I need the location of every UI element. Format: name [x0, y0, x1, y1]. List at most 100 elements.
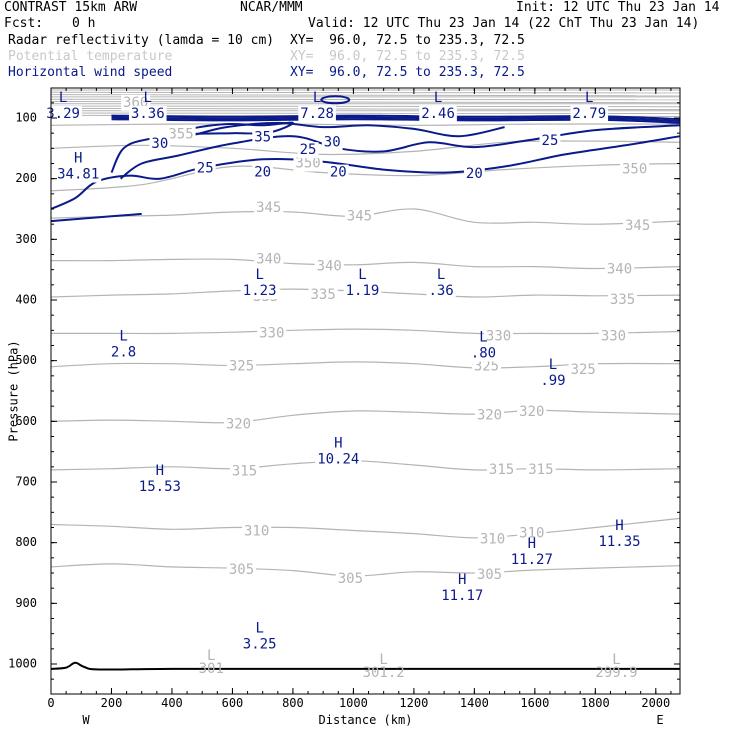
x-tick-label: 1800: [581, 696, 610, 710]
theta-label-bg: [344, 208, 375, 225]
theta-contour-320: [50, 409, 681, 424]
theta-label: 335: [610, 292, 635, 308]
theta-label: 350: [295, 156, 320, 172]
extremum-value: .36: [428, 283, 453, 299]
x-tick-label: 600: [222, 696, 244, 710]
terrain-line: [50, 661, 680, 671]
wind-label: 25: [542, 133, 559, 149]
wind-contour-20: [50, 135, 681, 210]
theta-label: 305: [229, 562, 254, 578]
extremum-value-bg: [298, 105, 336, 122]
extremum-value-bg: [128, 105, 167, 122]
x-tick-label: 0: [47, 696, 54, 710]
theta-label-bg: [257, 325, 287, 342]
extremum-value-bg: [468, 345, 499, 362]
theta-label: 335: [311, 287, 336, 303]
extremum-value: 3.36: [131, 106, 165, 122]
west-end-label: W: [82, 713, 90, 727]
field-name-reflectivity: Radar reflectivity (lamda = 10 cm): [8, 33, 275, 48]
extremum-marker: H: [615, 518, 623, 534]
center-label: NCAR/MMM: [240, 0, 303, 15]
theta-label-bg: [226, 561, 257, 578]
theta-contour-330: [51, 328, 681, 335]
theta-label: 345: [256, 200, 281, 216]
surface-extremum-value: 301.2: [363, 665, 405, 681]
extremum-value-bg: [538, 372, 568, 389]
axes: 1002003004005006007008009001000Pressure …: [7, 88, 680, 727]
x-tick-label: 1000: [339, 696, 368, 710]
extremum-value: 7.28: [300, 106, 334, 122]
fcst-label: Fcst:: [4, 16, 44, 31]
y-tick-label: 400: [15, 293, 37, 307]
fcst-value: 0 h: [72, 16, 96, 31]
extremum-marker: L: [358, 267, 366, 283]
wind-label-bg: [252, 164, 274, 181]
extremum-value: .80: [471, 346, 496, 362]
y-tick-label: 500: [15, 353, 37, 367]
theta-label: 310: [244, 524, 269, 540]
contour-labels: 3603553503503453453453403403403353353353…: [44, 90, 653, 681]
extremum-value: 2.79: [572, 106, 606, 122]
theta-label-bg: [483, 328, 514, 345]
y-tick-label: 800: [15, 535, 37, 549]
theta-contour-315: [50, 460, 681, 471]
theta-label-bg: [604, 261, 635, 278]
y-tick-label: 300: [15, 232, 37, 246]
extremum-value-bg: [439, 588, 486, 605]
wind-cell: [320, 95, 351, 105]
extremum-value-bg: [419, 105, 457, 122]
theta-label-bg: [223, 416, 254, 433]
theta-contour-350: [50, 162, 681, 192]
extremum-marker: L: [255, 267, 263, 283]
theta-label-bg: [623, 217, 653, 234]
theta-label: 315: [489, 462, 514, 478]
theta-label-bg: [598, 328, 629, 345]
extremum-value: 11.17: [441, 588, 483, 604]
theta-label: 330: [601, 328, 626, 344]
wind-label: 30: [324, 134, 341, 150]
extremum-value-bg: [508, 551, 555, 568]
extremum-value-bg: [315, 451, 362, 468]
plot-border: [50, 87, 681, 695]
theta-label: 330: [259, 325, 284, 341]
wind-label: 25: [197, 160, 214, 176]
wind-label: 20: [330, 165, 347, 181]
theta-strat-line: [50, 94, 681, 97]
extremum-value-bg: [240, 636, 279, 653]
extremum-marker: H: [74, 151, 82, 167]
theta-label-bg: [166, 126, 196, 143]
extremum-value: 1.19: [346, 283, 380, 299]
wind-contour-30: [110, 121, 505, 174]
theta-label-bg: [335, 571, 365, 588]
x-tick-label: 1600: [520, 696, 549, 710]
theta-label-bg: [226, 358, 257, 375]
y-tick-label: 600: [15, 414, 37, 428]
extremum-value: 2.46: [421, 106, 455, 122]
field-name-wind-speed: Horizontal wind speed: [8, 65, 173, 80]
theta-label-bg: [486, 461, 517, 478]
extremum-value-bg: [108, 344, 139, 361]
theta-label: 320: [477, 407, 502, 423]
wind-label: 30: [151, 136, 168, 152]
extremum-marker: L: [313, 90, 321, 106]
init-time: Init: 12 UTC Thu 23 Jan 14: [516, 0, 720, 15]
y-tick-label: 1000: [8, 657, 37, 671]
field-name-potential-temperature: Potential temperature: [8, 49, 173, 64]
theta-strat-line: [50, 91, 681, 94]
extremum-marker: L: [585, 90, 593, 106]
theta-label: 305: [477, 567, 502, 583]
x-tick-label: 1200: [399, 696, 428, 710]
wind-label-bg: [321, 134, 343, 151]
theta-contour-325: [50, 361, 681, 369]
extremum-marker: L: [479, 330, 487, 346]
extremum-value: 34.81: [57, 167, 99, 183]
theta-label: 350: [622, 162, 647, 178]
extremum-marker: L: [59, 90, 67, 106]
theta-contour-355: [50, 140, 681, 156]
y-tick-label: 700: [15, 475, 37, 489]
extremum-marker: L: [119, 328, 127, 344]
x-tick-label: 200: [101, 696, 123, 710]
theta-contour-340: [50, 258, 681, 270]
wind-label: 25: [300, 142, 317, 158]
field-xy-wind-speed: XY= 96.0, 72.5 to 235.3, 72.5: [290, 65, 525, 80]
